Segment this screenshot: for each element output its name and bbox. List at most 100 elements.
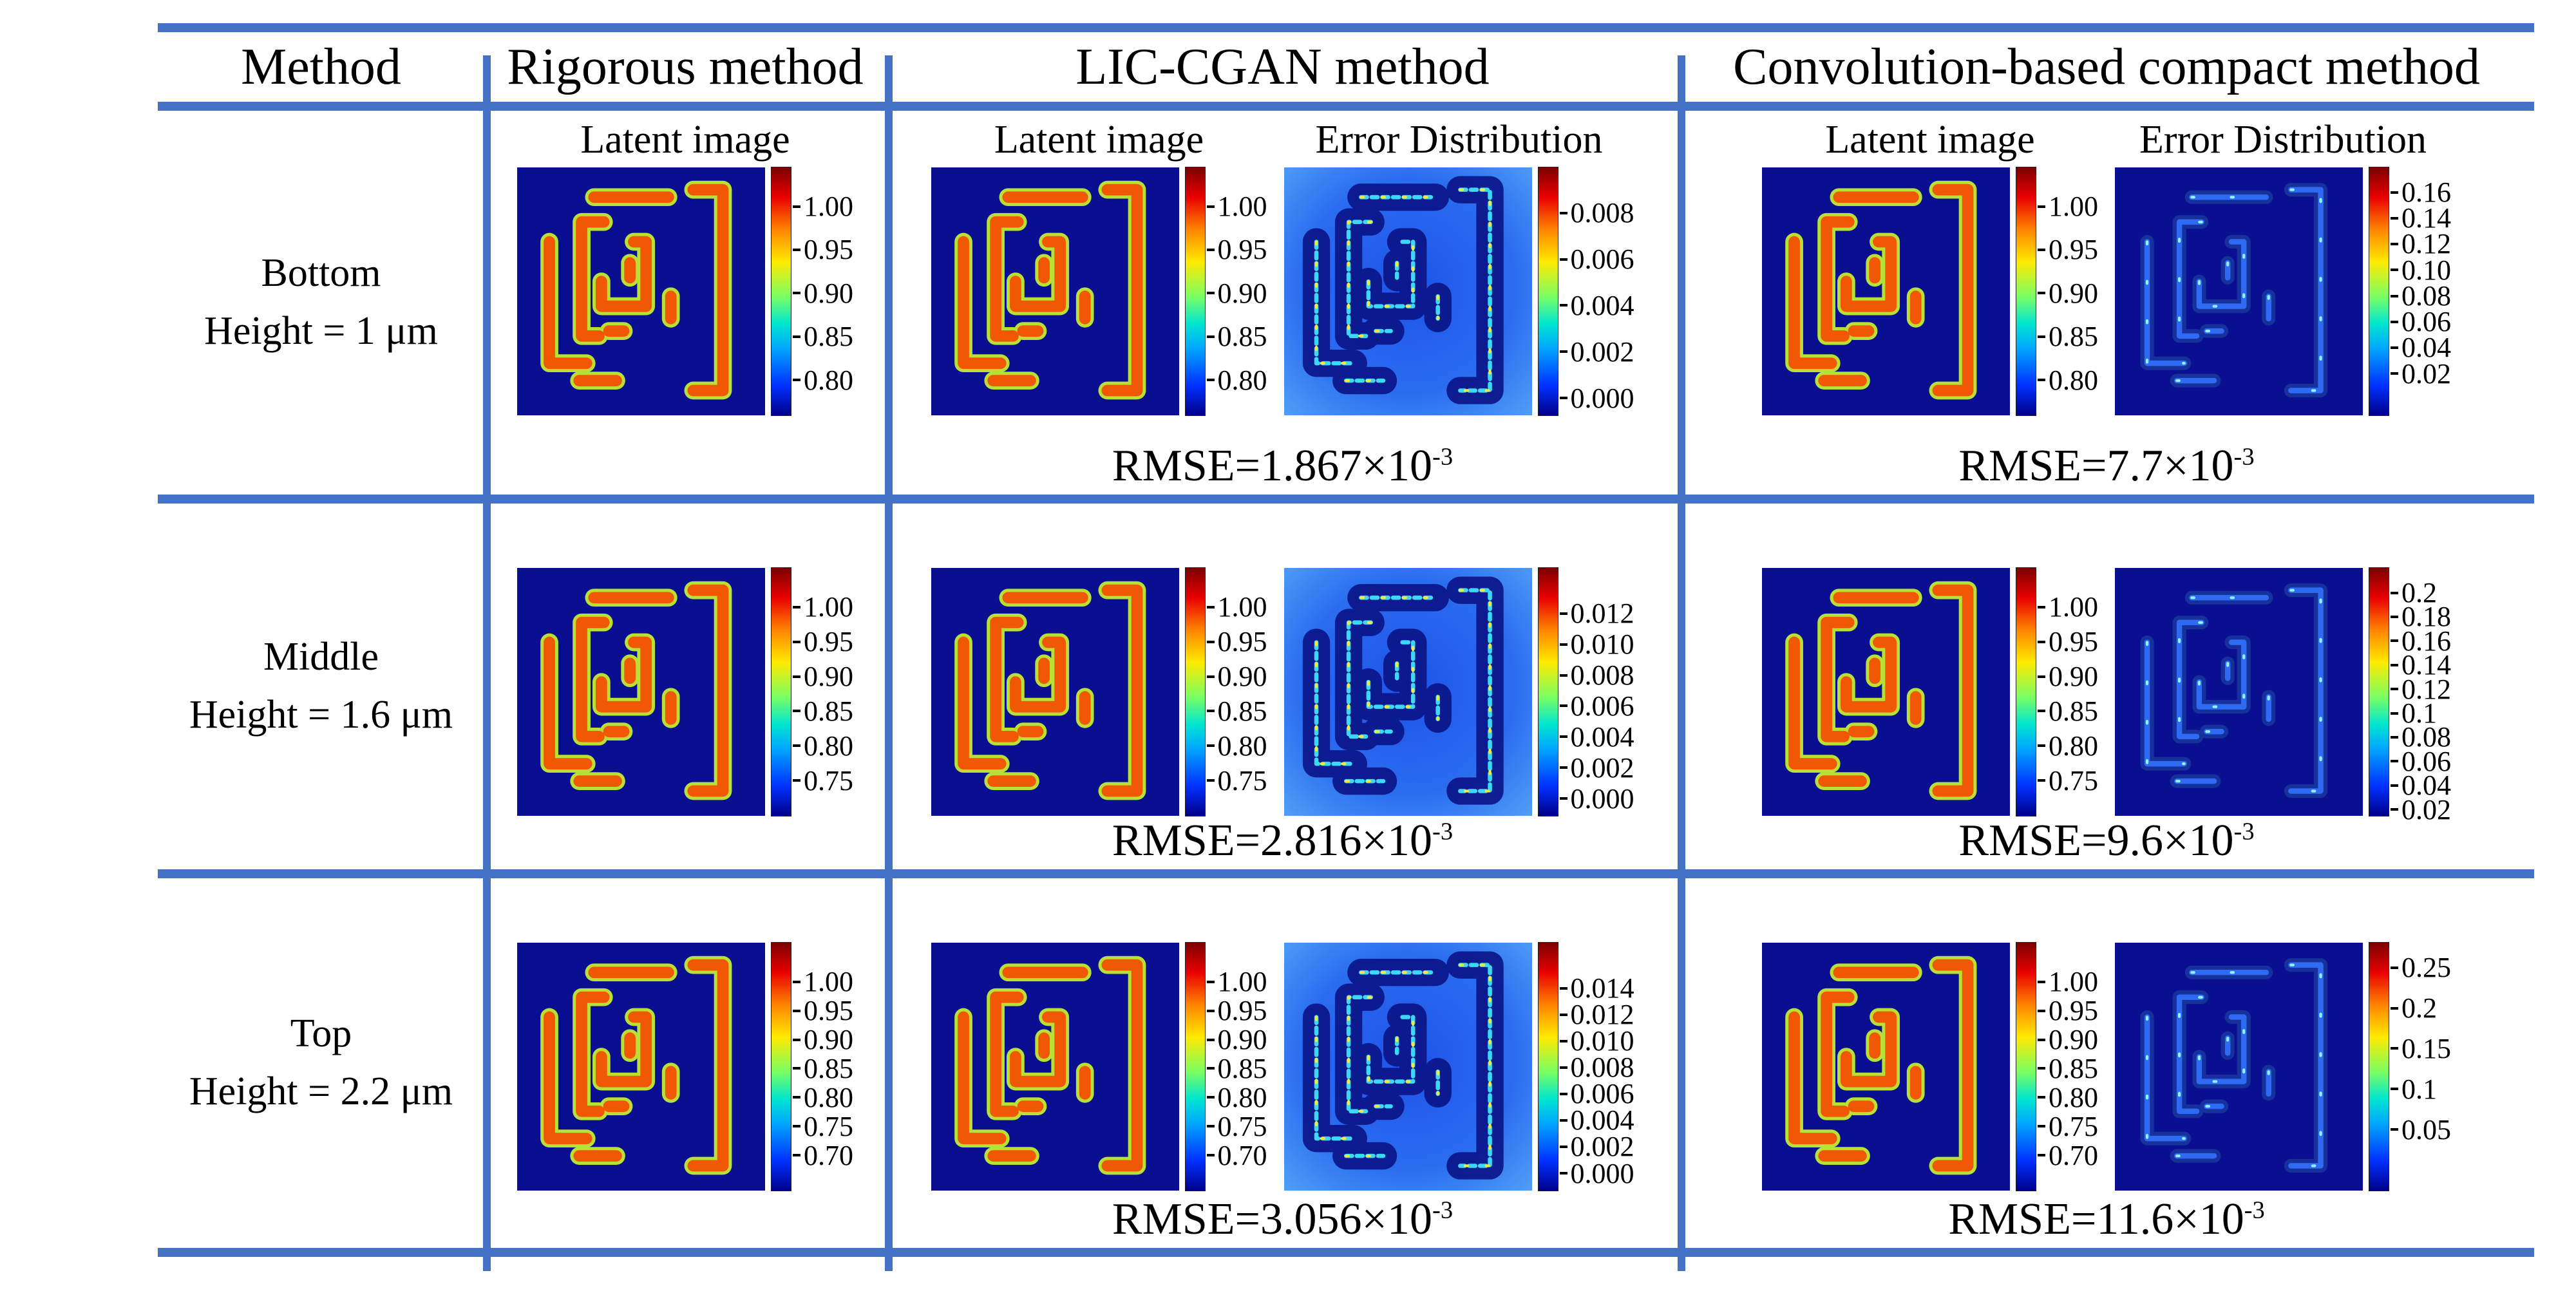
error-panel: 0.014 0.012 0.010 0.008 0.006 0.004 0.002 0.000 (1283, 942, 1634, 1191)
colorbar-tick: 0.000 (1560, 784, 1634, 813)
latent-image-heatmap (1762, 167, 2010, 415)
row-label-line1: Middle (263, 635, 379, 679)
colorbar-gradient (2016, 942, 2036, 1191)
colorbar-tick: 0.10 (2391, 256, 2451, 284)
colorbar-tick: 0.25 (2391, 953, 2451, 981)
row-label-line1: Top (290, 1012, 352, 1056)
colorbar-tick: 0.014 (1560, 974, 1634, 1002)
colorbar-ticks: 0.2 0.18 0.16 0.14 0.12 0.1 0.08 0.06 0.04 0.02 (2391, 568, 2451, 824)
colorbar-tick: 0.06 (2391, 307, 2451, 335)
table-rule-header-bottom (158, 102, 2534, 111)
latent-image-heatmap (517, 943, 765, 1191)
rmse-exponent: -3 (1432, 443, 1454, 471)
error-panel: 0.25 0.2 0.15 0.1 0.05 (2115, 942, 2451, 1191)
colorbar-ticks: 1.00 0.95 0.90 0.85 0.80 0.75 0.70 (793, 943, 853, 1191)
colorbar-tick: 0.012 (1560, 599, 1634, 627)
colorbar-gradient (2016, 167, 2036, 416)
colorbar-tick: 0.85 (2038, 1054, 2098, 1082)
latent-panel: 1.00 0.95 0.90 0.85 0.80 0.75 0.70 (931, 942, 1267, 1191)
colorbar-gradient (2369, 167, 2389, 416)
colorbar-tick: 0.006 (1560, 1080, 1634, 1108)
colorbar-tick: 0.002 (1560, 753, 1634, 782)
error-panel: Error Distribution 0.16 0.14 0.12 0.10 0.08 0… (2115, 115, 2451, 416)
colorbar-tick: 0.80 (793, 366, 853, 394)
colorbar-tick: 0.85 (2038, 322, 2098, 350)
colorbar-tick: 0.85 (2038, 697, 2098, 725)
table-header-row: Method Rigorous method LIC-CGAN method C… (158, 32, 2534, 102)
panel-title-latent: Latent image (994, 118, 1204, 162)
colorbar-tick: 0.95 (2038, 627, 2098, 656)
colorbar-tick: 0.75 (2038, 766, 2098, 795)
colorbar-tick: 0.008 (1560, 661, 1634, 689)
colorbar-tick: 0.70 (1207, 1141, 1267, 1169)
colorbar-tick: 0.85 (793, 1054, 853, 1082)
colorbar: 1.00 0.95 0.90 0.85 0.80 0.75 (2016, 567, 2098, 816)
colorbar-tick: 0.70 (793, 1141, 853, 1169)
row-label-line2: Height = 1.6 μm (189, 693, 453, 737)
colorbar-tick: 0.15 (2391, 1034, 2451, 1062)
rmse-value: RMSE=7.7×10 (1958, 441, 2234, 491)
colorbar-tick: 0.70 (2038, 1141, 2098, 1169)
colorbar: 1.00 0.95 0.90 0.85 0.80 0.75 0.70 (771, 942, 853, 1191)
colorbar-tick: 0.006 (1560, 692, 1634, 720)
colorbar-gradient (771, 567, 791, 816)
colorbar-tick: 0.000 (1560, 384, 1634, 412)
colorbar: 0.014 0.012 0.010 0.008 0.006 0.004 0.002 0.000 (1537, 942, 1634, 1191)
colorbar-tick: 0.85 (1207, 322, 1267, 350)
colorbar-gradient (1537, 167, 1558, 416)
error-distribution-heatmap (1283, 943, 1532, 1191)
colorbar-ticks: 1.00 0.95 0.90 0.85 0.80 0.75 (793, 568, 853, 816)
rmse-label: RMSE=11.6×10-3 (1679, 1194, 2534, 1245)
table-rule-vertical-1 (483, 55, 491, 1271)
colorbar: 0.16 0.14 0.12 0.10 0.08 0.06 0.04 0.02 (2369, 167, 2451, 416)
colorbar-ticks: 1.00 0.95 0.90 0.85 0.80 (1207, 167, 1267, 415)
colorbar-tick: 0.90 (1207, 662, 1267, 690)
colorbar-tick: 0.85 (793, 697, 853, 725)
colorbar-tick: 0.90 (2038, 279, 2098, 307)
panel-title-latent: Latent image (580, 118, 790, 162)
colorbar: 1.00 0.95 0.90 0.85 0.80 0.75 0.70 (2016, 942, 2098, 1191)
colorbar-tick: 0.90 (2038, 1025, 2098, 1053)
latent-image-heatmap (517, 568, 765, 816)
table-rule-bottom (158, 1248, 2534, 1257)
rmse-label: RMSE=2.816×10-3 (886, 815, 1679, 867)
colorbar: 0.012 0.010 0.008 0.006 0.004 0.002 0.000 (1537, 567, 1634, 816)
error-panel: 0.2 0.18 0.16 0.14 0.12 0.1 0.08 0.06 0.04 0.02 (2115, 567, 2451, 824)
colorbar-gradient (1184, 567, 1206, 816)
table-rule-row2-bottom (158, 869, 2534, 878)
latent-image-heatmap (1762, 943, 2010, 1191)
latent-panel: 1.00 0.95 0.90 0.85 0.80 0.75 (931, 567, 1267, 816)
colorbar: 1.00 0.95 0.90 0.85 0.80 (1184, 167, 1267, 416)
colorbar-tick: 1.00 (793, 967, 853, 995)
colorbar-tick: 0.80 (2038, 1083, 2098, 1111)
colorbar-tick: 1.00 (793, 192, 853, 220)
colorbar-ticks: 1.00 0.95 0.90 0.85 0.80 0.75 (1207, 568, 1267, 816)
colorbar-tick: 0.004 (1560, 1106, 1634, 1135)
error-distribution-heatmap (1283, 568, 1532, 816)
colorbar-tick: 0.02 (2391, 359, 2451, 388)
colorbar-tick: 0.008 (1560, 198, 1634, 227)
colorbar: 1.00 0.95 0.90 0.85 0.80 0.75 (771, 567, 853, 816)
header-convolution-method: Convolution-based compact method (1733, 38, 2480, 95)
colorbar-tick: 0.004 (1560, 291, 1634, 319)
colorbar-tick: 0.85 (793, 322, 853, 350)
row-label-line2: Height = 2.2 μm (189, 1070, 453, 1113)
row-label-line2: Height = 1 μm (204, 309, 438, 353)
colorbar-gradient (2369, 942, 2389, 1191)
table-row-bottom: Bottom Height = 1 μm Latent image 1.00 0.… (158, 111, 2534, 495)
colorbar-gradient (2016, 567, 2036, 816)
colorbar-tick: 0.90 (793, 1025, 853, 1053)
latent-panel: 1.00 0.95 0.90 0.85 0.80 0.75 (517, 567, 853, 816)
latent-image-heatmap (1762, 568, 2010, 816)
colorbar-tick: 0.010 (1560, 630, 1634, 658)
colorbar-tick: 0.010 (1560, 1026, 1634, 1055)
colorbar: 1.00 0.95 0.90 0.85 0.80 (2016, 167, 2098, 416)
colorbar: 0.008 0.006 0.004 0.002 0.000 (1537, 167, 1634, 416)
colorbar-tick: 0.04 (2391, 334, 2451, 362)
colorbar-tick: 0.14 (2391, 203, 2451, 232)
convolution-cell: 1.00 0.95 0.90 0.85 0.80 0.75 0.70 0.25 0.2 0.15… (1679, 878, 2534, 1248)
latent-panel: Latent image 1.00 0.95 0.90 0.85 0.80 (1762, 115, 2098, 416)
colorbar-tick: 0.1 (2391, 1075, 2451, 1103)
colorbar-tick: 0.002 (1560, 337, 1634, 366)
colorbar-tick: 0.90 (793, 279, 853, 307)
